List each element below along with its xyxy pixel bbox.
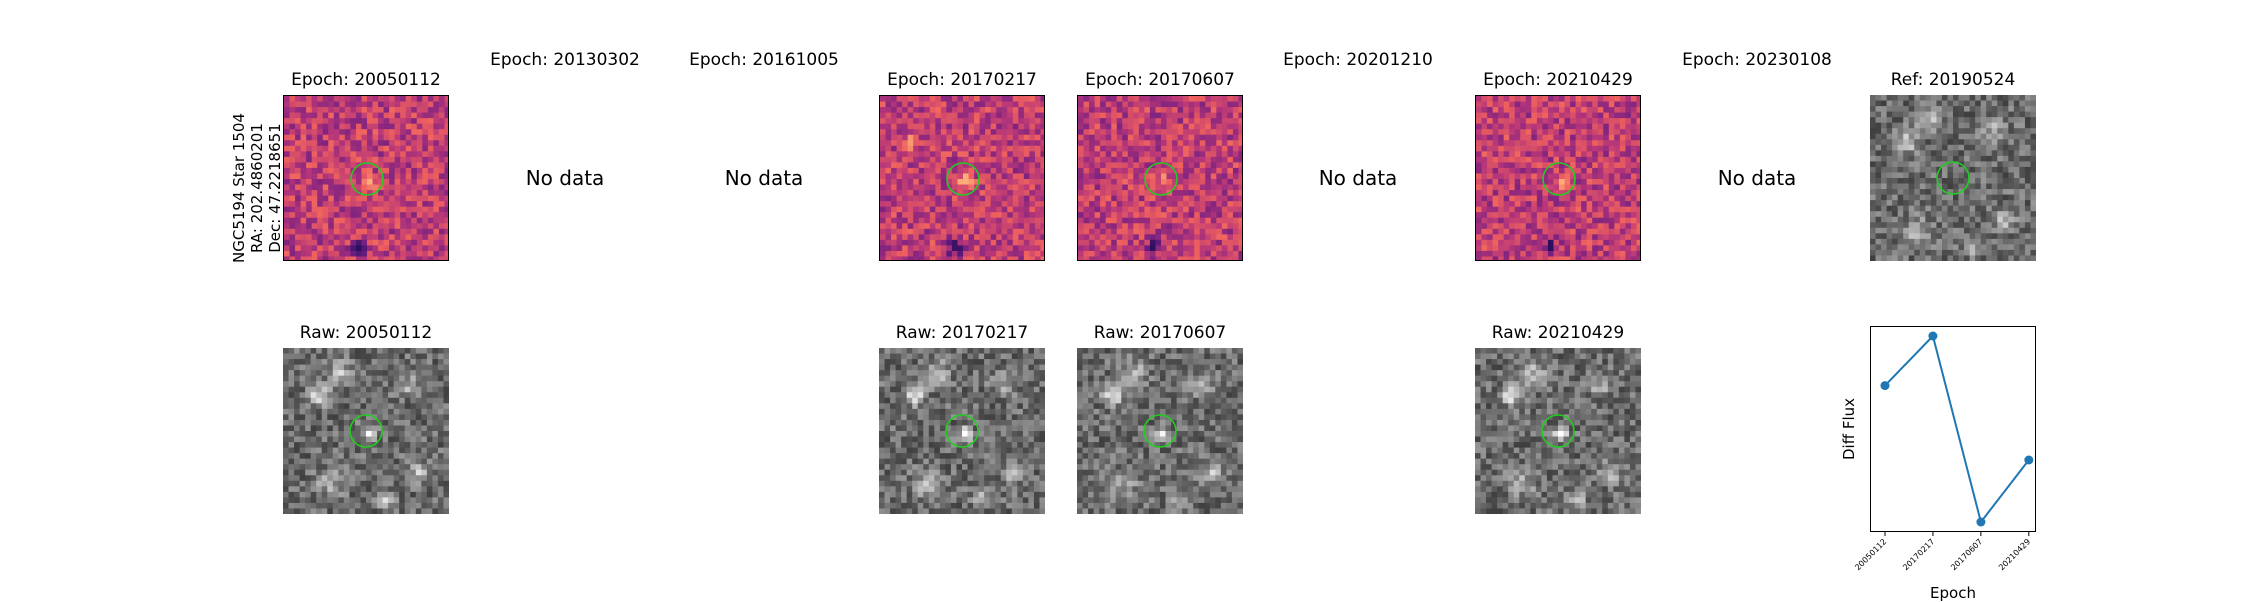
star-name: NGC5194 Star 1504 bbox=[230, 113, 248, 263]
no-data-text: No data bbox=[526, 166, 605, 190]
epoch-title: Epoch: 20201210 bbox=[1283, 50, 1433, 70]
epoch-title: Epoch: 20130302 bbox=[490, 50, 640, 70]
epoch-title: Epoch: 20161005 bbox=[689, 50, 839, 70]
reference-stamp bbox=[1870, 95, 2036, 261]
epoch-title: Epoch: 20170607 bbox=[1085, 70, 1235, 90]
reference-title: Ref: 20190524 bbox=[1891, 70, 2016, 90]
difference-stamp bbox=[1475, 95, 1641, 261]
x-tick-label: 20210429 bbox=[1997, 537, 2032, 572]
epoch-title: Epoch: 20170217 bbox=[887, 70, 1037, 90]
x-tick-label: 20170607 bbox=[1949, 537, 1984, 572]
data-point bbox=[1928, 332, 1937, 341]
raw-stamp bbox=[283, 348, 449, 514]
raw-title: Raw: 20050112 bbox=[300, 323, 433, 343]
no-data-text: No data bbox=[1718, 166, 1797, 190]
epoch-title: Epoch: 20210429 bbox=[1483, 70, 1633, 90]
star-label: NGC5194 Star 1504 RA: 202.4860201 Dec: 4… bbox=[230, 113, 284, 263]
data-point bbox=[1881, 381, 1890, 390]
no-data-text: No data bbox=[725, 166, 804, 190]
raw-stamp bbox=[879, 348, 1045, 514]
x-axis-label: Epoch bbox=[1930, 584, 1976, 602]
difference-stamp bbox=[283, 95, 449, 261]
x-tick-label: 20170217 bbox=[1901, 537, 1936, 572]
epoch-title: Epoch: 20230108 bbox=[1682, 50, 1832, 70]
epoch-title: Epoch: 20050112 bbox=[291, 70, 441, 90]
difference-stamp bbox=[1077, 95, 1243, 261]
no-data-text: No data bbox=[1319, 166, 1398, 190]
raw-title: Raw: 20170217 bbox=[896, 323, 1029, 343]
y-axis-label: Diff Flux bbox=[1840, 398, 1858, 460]
series-line bbox=[1885, 336, 2029, 522]
star-ra: RA: 202.4860201 bbox=[248, 113, 266, 263]
data-point bbox=[1976, 518, 1985, 527]
raw-title: Raw: 20210429 bbox=[1492, 323, 1625, 343]
data-point bbox=[2024, 456, 2033, 465]
x-tick-label: 20050112 bbox=[1853, 537, 1888, 572]
star-dec: Dec: 47.2218651 bbox=[266, 113, 284, 263]
raw-stamp bbox=[1077, 348, 1243, 514]
difference-stamp bbox=[879, 95, 1045, 261]
raw-stamp bbox=[1475, 348, 1641, 514]
raw-title: Raw: 20170607 bbox=[1094, 323, 1227, 343]
